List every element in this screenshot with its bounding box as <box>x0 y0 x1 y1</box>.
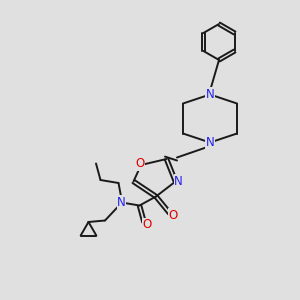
Text: O: O <box>142 218 152 232</box>
Text: N: N <box>206 88 214 101</box>
Text: N: N <box>117 196 126 209</box>
Text: O: O <box>169 209 178 222</box>
Text: O: O <box>135 157 144 170</box>
Text: N: N <box>174 175 183 188</box>
Text: N: N <box>206 136 214 149</box>
